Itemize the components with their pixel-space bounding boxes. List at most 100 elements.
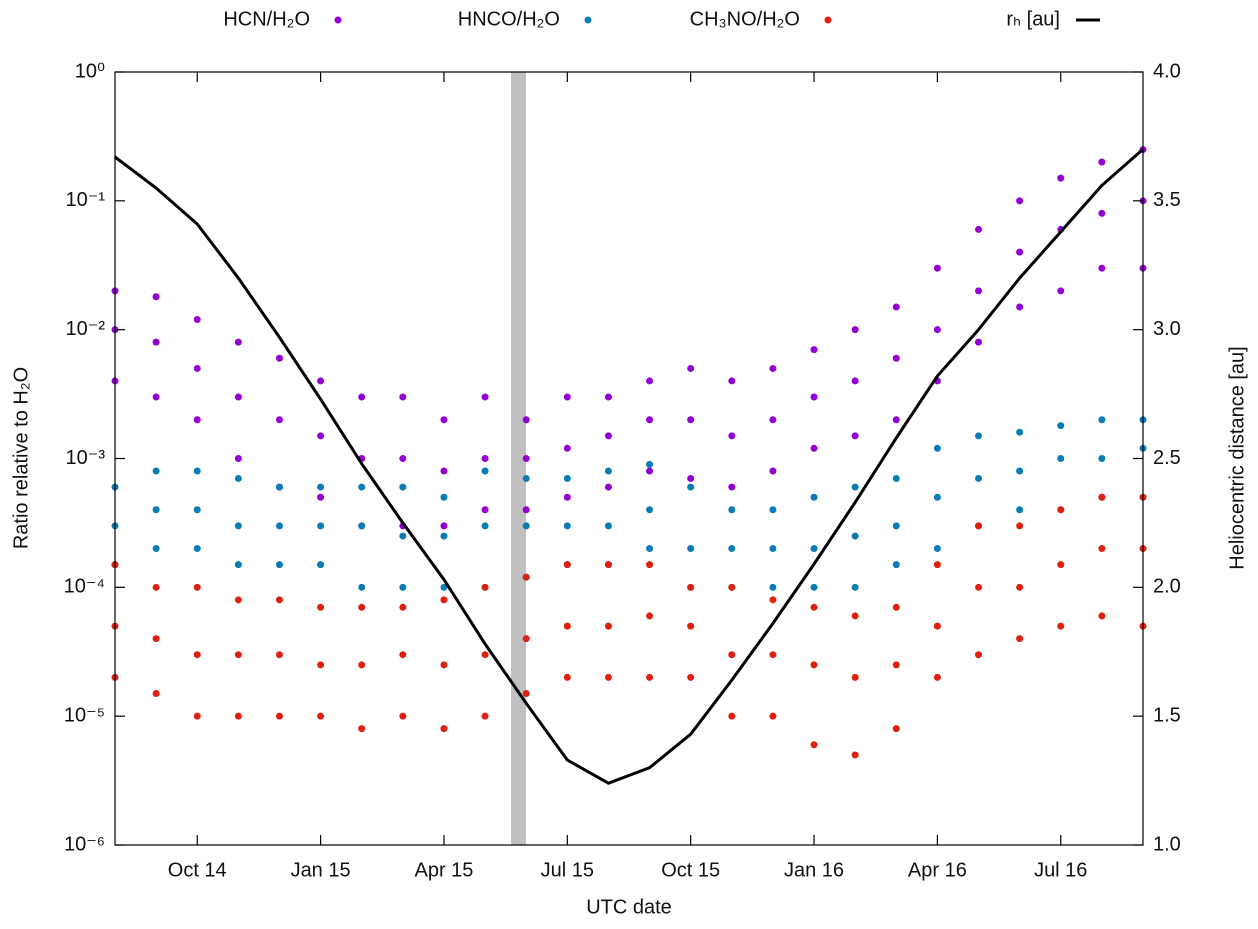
data-point — [440, 467, 448, 475]
data-point — [975, 583, 983, 591]
data-point — [933, 326, 941, 334]
y-tick-label: 10⁻¹ — [66, 189, 106, 211]
x-axis-label: UTC date — [586, 896, 672, 918]
data-point — [481, 467, 489, 475]
data-point — [193, 467, 201, 475]
data-point — [522, 416, 530, 424]
data-point — [1016, 522, 1024, 530]
data-point — [728, 545, 736, 553]
legend-marker — [824, 16, 832, 24]
data-point — [152, 545, 160, 553]
data-point — [604, 467, 612, 475]
data-point — [193, 651, 201, 659]
data-point — [399, 583, 407, 591]
data-point — [317, 712, 325, 720]
data-point — [152, 635, 160, 643]
data-point — [1016, 248, 1024, 256]
data-point — [646, 673, 654, 681]
data-point — [440, 522, 448, 530]
data-point — [275, 561, 283, 569]
data-point — [152, 467, 160, 475]
y2-axis-label: Heliocentric distance [au] — [1226, 346, 1248, 569]
data-point — [193, 583, 201, 591]
data-point — [193, 545, 201, 553]
plot-area — [111, 146, 1147, 785]
x-tick-label: Apr 16 — [908, 859, 967, 881]
data-point — [399, 483, 407, 491]
data-point — [152, 393, 160, 401]
data-point — [892, 661, 900, 669]
data-point — [892, 725, 900, 733]
data-point — [687, 545, 695, 553]
data-point — [440, 596, 448, 604]
data-point — [1016, 583, 1024, 591]
data-point — [317, 483, 325, 491]
data-point — [728, 377, 736, 385]
data-point — [1098, 493, 1106, 501]
data-point — [1057, 561, 1065, 569]
data-point — [399, 712, 407, 720]
data-point — [1057, 622, 1065, 630]
data-point — [317, 603, 325, 611]
y2-tick-label: 3.0 — [1153, 318, 1181, 340]
data-point — [810, 741, 818, 749]
data-point — [358, 583, 366, 591]
plot-frame — [114, 71, 1144, 846]
data-point — [358, 483, 366, 491]
data-point — [563, 493, 571, 501]
legend-label: HCN/H₂O — [223, 8, 310, 30]
data-point — [892, 561, 900, 569]
data-point — [563, 561, 571, 569]
data-point — [1057, 287, 1065, 295]
data-point — [317, 661, 325, 669]
data-point — [358, 725, 366, 733]
data-point — [769, 583, 777, 591]
data-point — [728, 432, 736, 440]
data-point — [687, 673, 695, 681]
data-point — [563, 444, 571, 452]
data-point — [481, 393, 489, 401]
data-point — [1016, 467, 1024, 475]
data-point — [728, 583, 736, 591]
legend-label: CH₃NO/H₂O — [690, 8, 800, 30]
data-point — [933, 561, 941, 569]
data-point — [563, 673, 571, 681]
legend-marker — [584, 16, 592, 24]
data-point — [481, 506, 489, 514]
data-point — [810, 545, 818, 553]
y-tick-label: 10⁻² — [66, 318, 106, 340]
shaded-band — [511, 72, 526, 845]
data-point — [1098, 158, 1106, 166]
data-point — [358, 661, 366, 669]
data-point — [317, 377, 325, 385]
data-point — [317, 561, 325, 569]
data-point — [481, 712, 489, 720]
y2-tick-label: 1.0 — [1153, 833, 1181, 855]
y-tick-label: 10⁻⁴ — [64, 576, 105, 598]
data-point — [1016, 303, 1024, 311]
x-tick-label: Oct 14 — [168, 859, 227, 881]
data-point — [933, 545, 941, 553]
y2-tick-label: 2.0 — [1153, 576, 1181, 598]
data-point — [234, 596, 242, 604]
data-point — [440, 661, 448, 669]
data-point — [440, 532, 448, 540]
data-point — [1098, 416, 1106, 424]
data-point — [358, 393, 366, 401]
line-series — [114, 148, 1144, 785]
data-point — [193, 416, 201, 424]
data-point — [563, 622, 571, 630]
data-point — [152, 583, 160, 591]
legend-marker — [334, 16, 342, 24]
data-point — [851, 673, 859, 681]
data-point — [1016, 428, 1024, 436]
data-point — [440, 493, 448, 501]
data-point — [275, 651, 283, 659]
data-point — [1057, 455, 1065, 462]
data-point — [399, 393, 407, 401]
data-point — [1016, 635, 1024, 643]
data-point — [728, 506, 736, 514]
data-point — [1057, 422, 1065, 430]
data-point — [1016, 506, 1024, 514]
